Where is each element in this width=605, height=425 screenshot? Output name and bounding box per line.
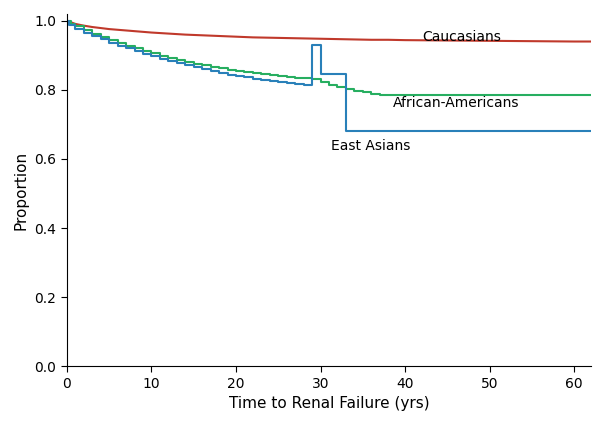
Text: Caucasians: Caucasians: [422, 30, 501, 44]
X-axis label: Time to Renal Failure (yrs): Time to Renal Failure (yrs): [229, 396, 430, 411]
Y-axis label: Proportion: Proportion: [14, 150, 29, 230]
Text: East Asians: East Asians: [331, 139, 410, 153]
Text: African-Americans: African-Americans: [393, 96, 519, 110]
